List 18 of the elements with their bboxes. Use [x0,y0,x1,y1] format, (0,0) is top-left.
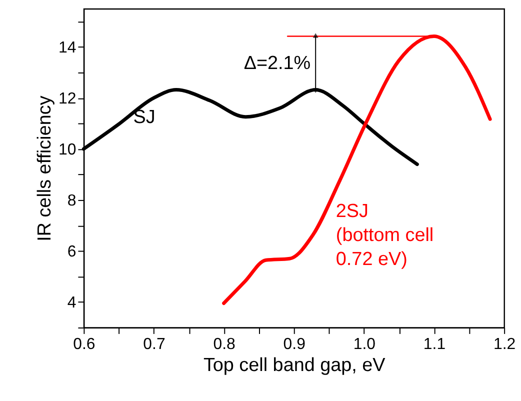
y-tick-label: 4 [67,294,76,312]
x-tick-label: 0.9 [283,336,306,353]
y-axis-title: IR cells efficiency [34,95,56,242]
x-tick-label: 1.1 [423,336,446,353]
annotation: Δ=2.1% [244,52,311,74]
x-tick-label: 0.6 [73,336,96,353]
x-tick-label: 1.0 [353,336,376,353]
y-tick-label: 6 [67,243,76,260]
series-label: 2SJ (bottom cell 0.72 eV) [336,201,434,270]
series-label: SJ [133,107,156,128]
y-tick-label: 8 [67,192,76,210]
x-tick-label: 0.7 [143,336,166,353]
x-tick-label: 1.2 [493,336,516,353]
y-tick-label: 10 [58,141,76,158]
y-tick-label: 12 [58,90,76,108]
x-axis-title: Top cell band gap, eV [203,354,386,376]
x-tick-label: 0.8 [213,336,236,353]
y-tick-label: 14 [58,39,76,56]
